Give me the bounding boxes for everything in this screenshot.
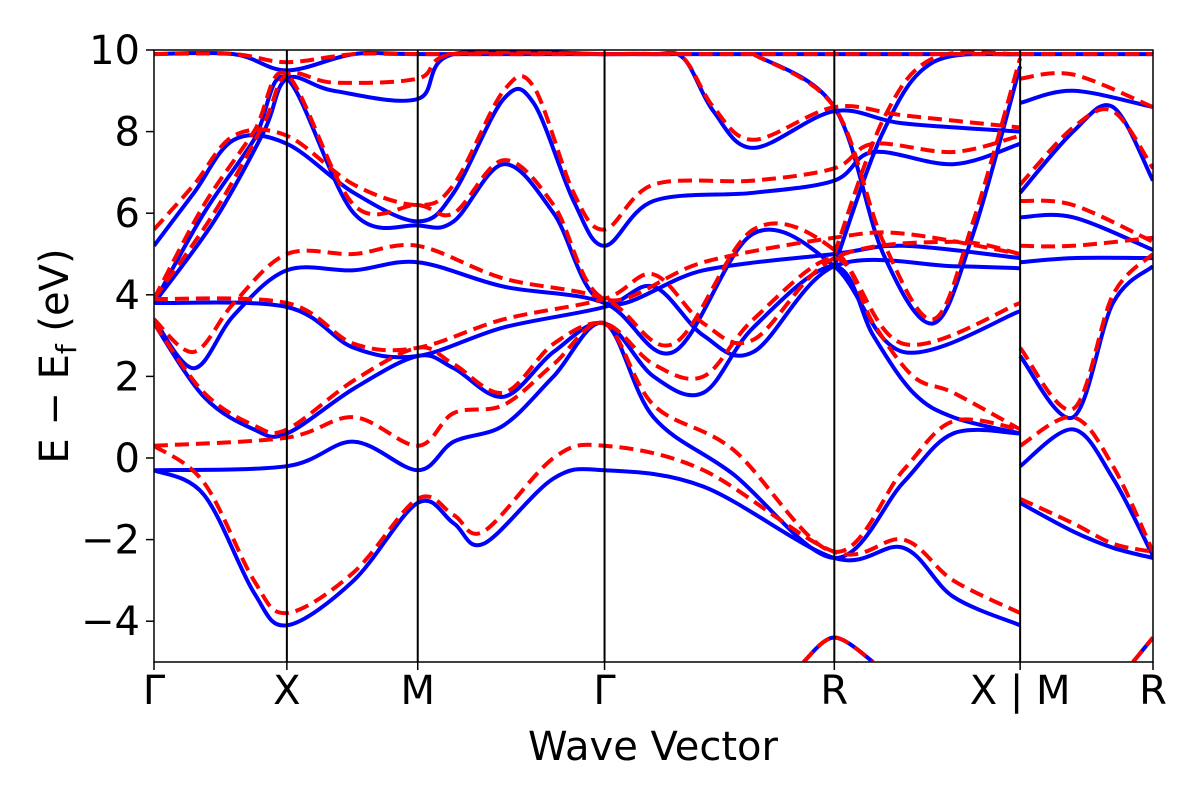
y-tick-label-1: −2	[81, 518, 140, 564]
x-tick-label-2: M	[400, 668, 435, 714]
dashed-band-line-9	[752, 52, 1023, 322]
solid-band-line-0	[154, 467, 1021, 628]
x-axis-label: Wave Vector	[528, 724, 779, 770]
dashed-band-line-3	[154, 221, 1021, 354]
solid-band-line-11	[1019, 501, 1153, 560]
dashed-band-line-10	[832, 50, 1021, 255]
y-tick-label-7: 10	[89, 28, 140, 74]
dashed-band-line-1	[154, 320, 1021, 554]
series-dashed-red	[154, 50, 1153, 662]
y-tick-label-0: −4	[81, 599, 140, 645]
x-tick-label-5: X | M	[970, 668, 1071, 714]
dashed-band-line-14	[1020, 235, 1153, 249]
y-axis-label-main: E − E	[32, 354, 78, 464]
high-symmetry-lines	[285, 50, 1022, 662]
solid-band-line-12	[1018, 427, 1153, 557]
solid-band-line-5	[154, 87, 1021, 248]
dashed-band-line-17	[1019, 71, 1153, 109]
y-tick-label-4: 4	[115, 273, 140, 319]
y-axis-ticks: −4 −2 0 2 4 6 8 10	[81, 28, 154, 645]
dashed-band-line-16	[1018, 107, 1153, 186]
dashed-band-line-19	[802, 635, 875, 662]
series-solid-blue	[154, 50, 1153, 662]
dashed-band-line-12	[1019, 415, 1153, 553]
solid-band-line-14	[1019, 255, 1153, 265]
x-tick-label-1: X	[273, 668, 300, 714]
solid-band-line-19	[802, 635, 875, 662]
y-axis-label: E − Ef (eV)	[32, 248, 83, 463]
dashed-band-line-20	[1131, 636, 1153, 662]
dashed-band-line-11	[1019, 496, 1153, 554]
solid-band-line-15	[1020, 212, 1153, 252]
dashed-band-line-15	[1019, 198, 1153, 244]
solid-band-line-4	[154, 257, 1021, 360]
x-tick-label-4: R	[820, 668, 848, 714]
y-tick-label-5: 6	[115, 191, 140, 237]
dashed-band-line-0	[154, 442, 1021, 616]
y-tick-label-2: 0	[115, 436, 140, 482]
dashed-band-line-5	[154, 74, 1021, 232]
y-axis-label-sub: f	[50, 343, 83, 354]
dashed-band-line-13	[1018, 252, 1153, 412]
x-tick-label-0: Γ	[143, 668, 166, 714]
dashed-band-line-4	[154, 239, 1021, 353]
plot-frame	[153, 49, 1154, 663]
solid-band-line-17	[1019, 88, 1153, 110]
y-tick-label-6: 8	[115, 110, 140, 156]
dashed-band-line-6	[154, 70, 1021, 303]
solid-band-line-13	[1018, 264, 1153, 420]
y-tick-label-3: 2	[115, 354, 140, 400]
solid-band-line-16	[1018, 103, 1153, 195]
solid-band-line-1	[154, 320, 1021, 561]
x-tick-label-3: Γ	[593, 668, 616, 714]
y-axis-label-unit: (eV)	[32, 248, 78, 344]
x-axis-ticks: Γ X M Γ R X | M R	[143, 662, 1167, 714]
x-tick-label-6: R	[1139, 668, 1167, 714]
